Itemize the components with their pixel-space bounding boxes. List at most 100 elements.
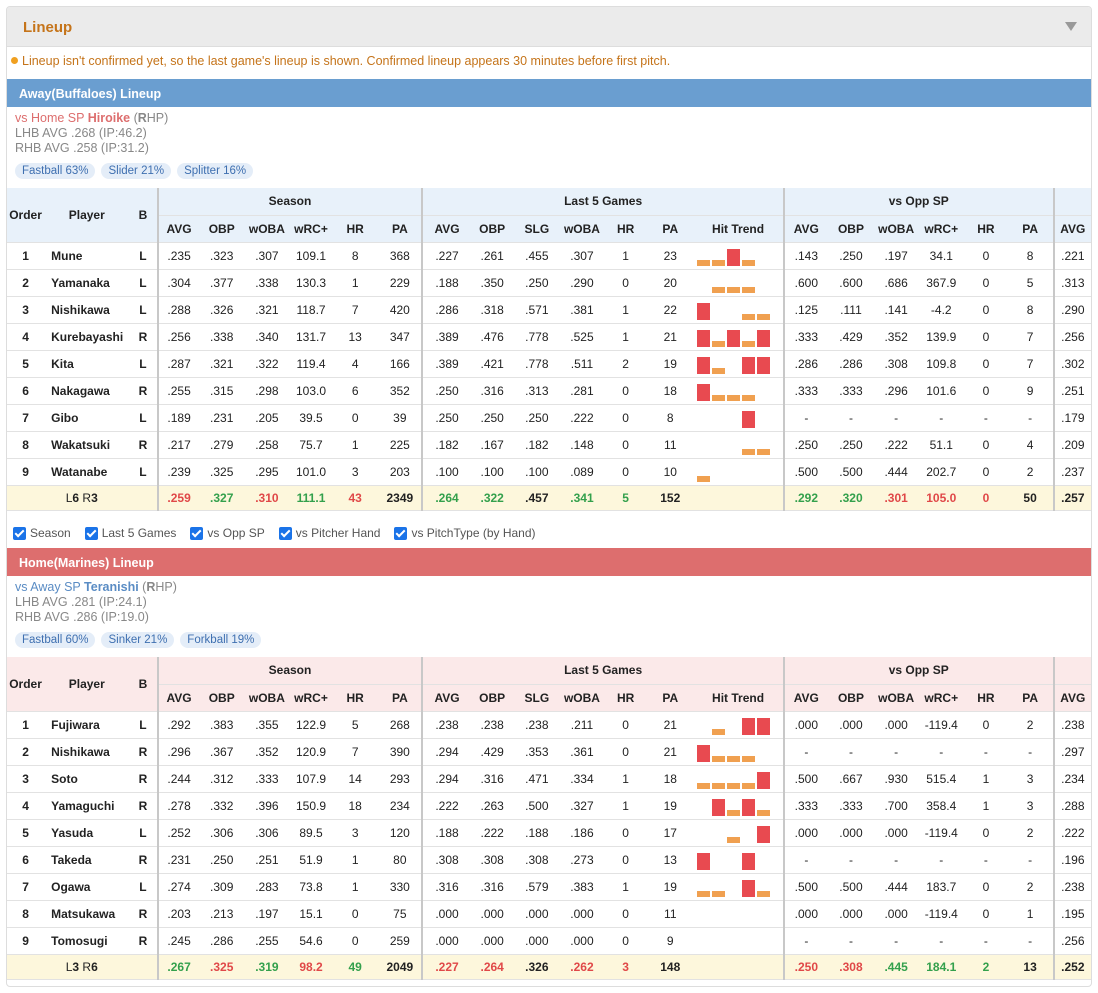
player-name[interactable]: Yasuda xyxy=(44,819,130,847)
filter-vs-pitcher-hand[interactable]: vs Pitcher Hand xyxy=(278,526,380,540)
total-cell: .262 xyxy=(559,954,605,980)
group-season: Season xyxy=(156,188,423,216)
player-name[interactable]: Fujiwara xyxy=(44,711,130,739)
trend-bar xyxy=(727,729,740,735)
stat-cell: - xyxy=(874,927,919,955)
trend-bar xyxy=(697,287,710,293)
stat-cell: L xyxy=(129,350,158,378)
total-cell: 152 xyxy=(647,485,694,511)
stat-cell: 1 xyxy=(332,873,379,901)
trend-bar xyxy=(697,837,710,843)
stat-cell: .196 xyxy=(1052,846,1091,874)
totals-row: L3 R6.267.325.319 98.2 49 2049.227.264.326.… xyxy=(7,954,1091,980)
stat-cell: .186 xyxy=(559,819,605,847)
trend-bar xyxy=(757,771,771,789)
filter-last5[interactable]: Last 5 Games xyxy=(84,526,176,540)
player-name[interactable]: Mune xyxy=(44,242,130,270)
panel-header[interactable]: Lineup xyxy=(7,7,1091,47)
player-name[interactable]: Watanabe xyxy=(44,458,130,486)
player-name[interactable]: Wakatsuki xyxy=(44,431,130,459)
total-cell: .327 xyxy=(199,485,244,511)
stat-cell: .500 xyxy=(782,873,828,901)
stat-cell: - xyxy=(874,404,919,432)
player-name[interactable]: Ogawa xyxy=(44,873,130,901)
total-cell: 5 xyxy=(604,485,648,511)
player-name[interactable]: Kurebayashi xyxy=(44,323,130,351)
player-name[interactable]: Soto xyxy=(44,765,130,793)
total-cell: .252 xyxy=(1052,954,1091,980)
stat-cell: 8 xyxy=(332,242,379,270)
filter-season[interactable]: Season xyxy=(13,526,71,540)
player-name[interactable]: Tomosugi xyxy=(44,927,130,955)
stat-cell: .333 xyxy=(243,765,290,793)
table-row: 3 Nishikawa L .288.326.321 118.7 7 420.286.318… xyxy=(7,296,1091,324)
trend-bar xyxy=(742,356,756,374)
trend-bar xyxy=(757,890,771,897)
player-name[interactable]: Matsukawa xyxy=(44,900,130,928)
stat-cell: R xyxy=(129,792,158,820)
stat-cell: .256 xyxy=(1052,927,1091,955)
trend-bar xyxy=(742,782,756,789)
stat-cell: 5 xyxy=(1007,269,1054,297)
stat-cell: 18 xyxy=(647,765,694,793)
trend-bar xyxy=(757,422,770,428)
stat-cell: .238 xyxy=(421,711,471,739)
stat-cell: .000 xyxy=(559,900,605,928)
player-name[interactable]: Nishikawa xyxy=(44,738,130,766)
col-extra-avg: AVG xyxy=(1052,215,1091,243)
collapse-chevron-icon[interactable] xyxy=(1065,22,1077,31)
trend-bar xyxy=(742,448,756,455)
player-name[interactable]: Nishikawa xyxy=(44,296,130,324)
trend-bar xyxy=(727,918,740,924)
player-name[interactable]: Kita xyxy=(44,350,130,378)
col-last5-hit-trend: Hit Trend xyxy=(693,215,784,243)
player-name[interactable]: Takeda xyxy=(44,846,130,874)
stat-cell: .667 xyxy=(827,765,875,793)
trend-bar xyxy=(742,410,756,428)
trend-bar xyxy=(727,329,741,347)
stat-cell: - xyxy=(964,927,1008,955)
stat-cell: .197 xyxy=(243,900,290,928)
stat-cell: .686 xyxy=(874,269,919,297)
trend-bar xyxy=(742,476,755,482)
stat-cell: .429 xyxy=(827,323,875,351)
stat-cell: 20 xyxy=(647,269,694,297)
stat-cell: .256 xyxy=(156,323,200,351)
filter-vs-opp-sp[interactable]: vs Opp SP xyxy=(190,526,265,540)
stat-cell: - xyxy=(827,927,875,955)
player-name[interactable]: Yamaguchi xyxy=(44,792,130,820)
total-cell: .319 xyxy=(243,954,290,980)
stat-cell: 1 xyxy=(7,242,45,270)
away-sp-name[interactable]: Hiroike xyxy=(87,111,131,125)
hit-trend-cell xyxy=(693,404,784,432)
stat-cell: .255 xyxy=(156,377,200,405)
stat-cell: 0 xyxy=(332,900,379,928)
col-opp-woba: wOBA xyxy=(874,215,919,243)
col-opp-avg: AVG xyxy=(782,684,828,712)
stat-cell: .500 xyxy=(513,792,560,820)
col-season-wrc-plus: wRC+ xyxy=(289,684,333,712)
trend-bar xyxy=(712,476,725,482)
trend-bar xyxy=(727,314,740,320)
stat-cell: .288 xyxy=(156,296,200,324)
total-cell: .301 xyxy=(874,485,919,511)
player-name[interactable]: Gibo xyxy=(44,404,130,432)
stat-cell: 19 xyxy=(647,792,694,820)
trend-bar xyxy=(697,744,711,762)
stat-cell: 0 xyxy=(964,873,1008,901)
stat-cell: .304 xyxy=(156,269,200,297)
home-sp-name[interactable]: Teranishi xyxy=(84,580,139,594)
table-row: 4 Kurebayashi R .256.338.340 131.7 13 347.389.… xyxy=(7,323,1091,351)
stat-cell: 5 xyxy=(7,350,45,378)
trend-bar xyxy=(742,837,755,843)
stat-cell: .100 xyxy=(470,458,514,486)
player-name[interactable]: Nakagawa xyxy=(44,377,130,405)
hit-trend-bars xyxy=(697,273,778,293)
stat-cell: .292 xyxy=(156,711,200,739)
filter-vs-pitchtype[interactable]: vs PitchType (by Hand) xyxy=(394,526,536,540)
stat-cell: .325 xyxy=(199,458,244,486)
hit-trend-bars xyxy=(697,462,778,482)
player-name[interactable]: Yamanaka xyxy=(44,269,130,297)
stat-cell: .930 xyxy=(874,765,919,793)
stat-cell: .511 xyxy=(559,350,605,378)
